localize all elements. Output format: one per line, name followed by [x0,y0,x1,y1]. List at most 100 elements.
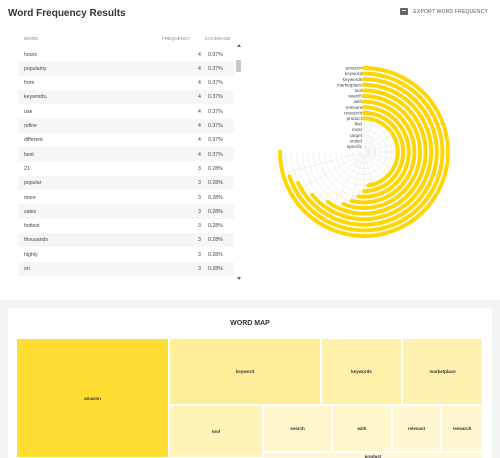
page-title: Word Frequency Results [8,8,126,19]
table-row: hottest 3 0.28% [18,219,234,233]
radial-label-relevant: relevant [346,105,363,110]
coverage-cell: 0.28% [208,208,223,215]
radial-bar-product[interactable] [362,116,400,188]
frequency-cell: 4 [198,65,201,72]
word-map-cell-amazon[interactable]: amazon [16,338,169,458]
frequency-cell: 4 [198,80,201,87]
table-row: more 3 0.28% [18,190,234,204]
coverage-cell: 0.28% [208,266,223,272]
word-cell: thousands [24,237,48,244]
radial-label-specific: specific [347,144,363,149]
word-map-title: WORD MAP [230,320,270,327]
scroll-down-arrow-icon[interactable] [237,277,241,280]
frequency-cell: 4 [198,151,201,158]
word-cell: popularity [24,65,47,72]
radial-bar-research[interactable] [362,110,406,194]
radial-label-product: product [347,116,363,121]
table-row: refine 4 0.37% [18,118,234,133]
scroll-thumb[interactable] [236,60,241,72]
word-map-cell-marketplace[interactable]: marketplace [402,338,483,405]
table-row: sales 3 0.28% [18,204,234,219]
grid-spoke [291,153,362,195]
frequency-cell: 4 [198,94,201,101]
radial-label-with: with [354,99,363,104]
frequency-cell: 3 [198,237,201,244]
frequency-cell: 3 [198,266,201,272]
scroll-up-arrow-icon[interactable] [237,44,241,47]
word-cell: 21 [24,165,30,172]
export-icon [400,8,409,15]
coverage-cell: 0.37% [208,51,223,58]
coverage-cell: 0.37% [208,123,223,129]
frequency-cell: 3 [198,208,201,215]
column-header-frequency[interactable]: FREQUENCY [162,36,191,41]
table-row: different 4 0.37% [18,133,234,147]
table-row: thousands 3 0.28% [18,232,234,248]
radial-bar-keywords[interactable] [296,77,439,227]
radial-bar-amazon[interactable] [278,66,450,238]
export-word-frequency-button[interactable]: EXPORT WORD FREQUENCY [400,8,488,15]
column-header-word[interactable]: WORD [24,36,39,41]
word-cell: hours [24,51,37,58]
grid-spoke [282,152,362,174]
frequency-cell: 3 [198,165,201,172]
table-row: keywords, 4 0.37% [18,89,234,105]
table-scrollbar[interactable] [235,44,242,280]
radial-bar-with[interactable] [349,99,417,205]
table-body[interactable]: hours 4 0.37% popularity 4 0.37% from 4 0.37% key… [18,44,234,280]
table-row: popularity 4 0.37% [18,61,234,76]
word-cell: refine [24,123,37,129]
table-row: from 4 0.37% [18,76,234,90]
frequency-cell: 4 [198,123,201,129]
table-row: use 4 0.37% [18,104,234,118]
word-map-cell-with[interactable]: with [332,405,392,452]
word-cell: hottest [24,223,40,230]
frequency-cell: 4 [198,108,201,115]
word-cell: best [24,151,34,158]
radial-bar-marketplace[interactable] [310,82,434,222]
table-row: hours 4 0.37% [18,47,234,61]
word-map-cell-research[interactable]: research [441,405,483,452]
radial-label-marketplace: marketplace [337,82,362,87]
frequency-cell: 4 [198,51,201,58]
word-map-treemap: amazon keyword keywords marketplace tool sear… [16,338,483,458]
radial-label-united: united [349,138,362,143]
radial-label-keyword: keyword [345,71,363,76]
coverage-cell: 0.28% [208,237,223,244]
word-map-cell-keyword[interactable]: keyword [169,338,321,405]
word-cell: on [24,266,30,272]
radial-bar-tool[interactable] [325,88,428,216]
grid-spoke [321,154,363,225]
word-map-cell-product[interactable]: product [263,452,483,458]
word-cell: popular [24,180,42,187]
word-cell: highly [24,251,38,258]
word-map-cell-search[interactable]: search [263,405,332,452]
coverage-cell: 0.28% [208,180,223,187]
word-map-cell-keywords[interactable]: keywords [321,338,402,405]
word-cell: more [24,194,36,201]
coverage-cell: 0.37% [208,65,223,72]
radial-label-amazon: amazon [346,66,363,71]
radial-bar-keyword[interactable] [287,71,445,233]
coverage-cell: 0.28% [208,194,223,201]
radial-label-target: target [350,133,362,138]
word-map-cell-tool[interactable]: tool [169,405,263,458]
column-header-coverage[interactable]: COVERAGE [205,36,231,41]
radial-label-search: search [348,94,362,99]
table-row: popular 3 0.28% [18,175,234,190]
export-label: EXPORT WORD FREQUENCY [413,8,488,15]
radial-label-most: most [352,127,363,132]
coverage-cell: 0.37% [208,108,223,115]
radial-bar-search[interactable] [341,94,422,210]
word-cell: different [24,137,43,144]
word-map-cell-relevant[interactable]: relevant [392,405,441,452]
coverage-cell: 0.28% [208,223,223,230]
word-cell: sales [24,208,37,215]
word-cell: from [24,80,35,87]
table-row: best 4 0.37% [18,147,234,162]
radial-frequency-chart: amazonkeywordkeywordsmarketplacetoolsear… [278,66,450,238]
table-row: 21 3 0.28% [18,161,234,175]
frequency-cell: 3 [198,180,201,187]
coverage-cell: 0.37% [208,151,223,158]
radial-bar-relevant[interactable] [356,105,411,199]
